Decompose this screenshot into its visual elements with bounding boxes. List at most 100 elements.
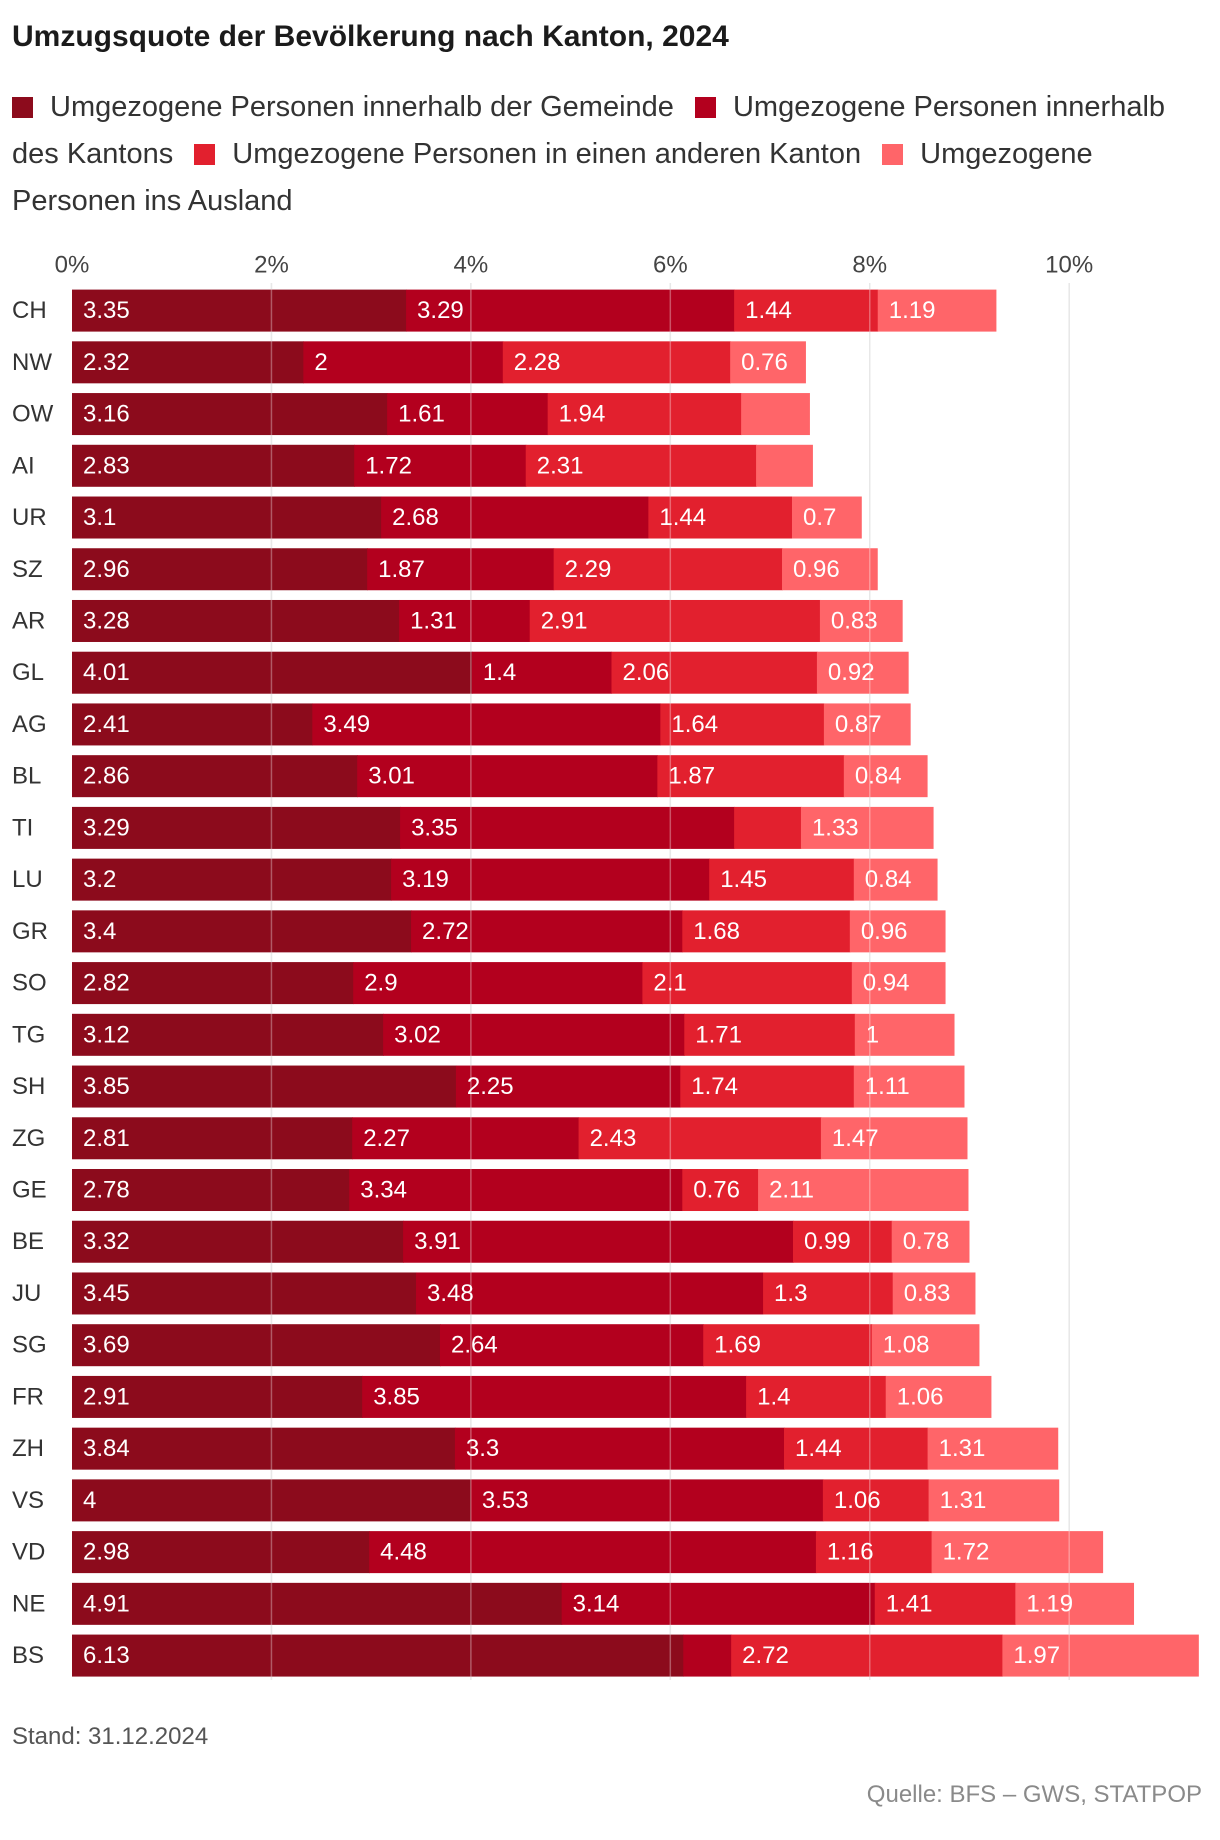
legend-label-kanton: Umgezogene Personen innerhalb des Kanton…: [12, 91, 1166, 170]
row-label-so: SO: [12, 970, 47, 997]
bar-vd-series-3: [815, 1531, 933, 1574]
row-label-be: BE: [12, 1228, 44, 1255]
value-label-ar-series-1: 3.28: [83, 607, 130, 634]
bar-ge-series-4: [758, 1169, 969, 1212]
row-label-fr: FR: [12, 1383, 44, 1410]
bar-sz-series-1: [72, 548, 368, 591]
value-label-sz-series-1: 2.96: [83, 556, 130, 583]
value-label-ow-series-1: 3.16: [83, 401, 130, 428]
row-label-vs: VS: [12, 1487, 44, 1514]
bar-fr-series-4: [885, 1375, 992, 1418]
bar-ti-series-1: [72, 806, 401, 849]
value-label-ur-series-4: 0.7: [803, 504, 836, 531]
bar-ju-series-4: [892, 1272, 976, 1315]
bar-ur-series-4: [791, 496, 862, 539]
bar-ch-series-2: [406, 289, 735, 332]
chart-title: Umzugsquote der Bevölkerung nach Kanton,…: [12, 20, 729, 53]
legend-label-gemeinde: Umgezogene Personen innerhalb der Gemein…: [50, 91, 674, 123]
bar-ow-series-3: [547, 393, 742, 436]
bar-sh-series-4: [853, 1065, 965, 1108]
value-label-lu-series-1: 3.2: [83, 866, 116, 893]
bar-ne-series-1: [72, 1582, 563, 1625]
row-label-ar: AR: [12, 607, 45, 634]
bar-ge-series-2: [349, 1169, 683, 1212]
bar-lu-series-4: [853, 858, 938, 901]
bar-gl-series-4: [816, 651, 909, 694]
value-label-sh-series-4: 1.11: [865, 1073, 910, 1100]
value-label-gr-series-3: 1.68: [693, 918, 740, 945]
bar-ai-series-2: [354, 444, 527, 487]
value-label-so-series-3: 2.1: [653, 970, 686, 997]
value-label-tg-series-2: 3.02: [394, 1021, 441, 1048]
bar-bl-series-4: [843, 755, 928, 798]
data-date-note: Stand: 31.12.2024: [12, 1723, 209, 1750]
legend-label-ausland: Umgezogene Personen ins Ausland: [12, 138, 1093, 217]
row-label-lu: LU: [12, 866, 43, 893]
x-tick-label: 8%: [852, 252, 887, 279]
value-label-ow-series-2: 1.61: [398, 401, 445, 428]
value-label-sg-series-3: 1.69: [714, 1332, 761, 1359]
value-label-zg-series-1: 2.81: [83, 1125, 130, 1152]
x-tick-label: 10%: [1045, 252, 1093, 279]
row-label-vd: VD: [12, 1539, 45, 1566]
value-label-vd-series-2: 4.48: [380, 1539, 427, 1566]
value-label-bs-series-4: 1.97: [1013, 1642, 1060, 1669]
value-label-ch-series-3: 1.44: [745, 297, 792, 324]
value-label-ch-series-4: 1.19: [889, 297, 936, 324]
bar-zg-series-1: [72, 1117, 353, 1160]
legend-item-kanton: Umgezogene Personen innerhalb des Kanton…: [12, 91, 1165, 170]
bar-ai-series-1: [72, 444, 355, 487]
value-label-ju-series-1: 3.45: [83, 1280, 130, 1307]
bar-gr-series-3: [682, 910, 851, 953]
value-label-ow-series-3: 1.94: [559, 401, 606, 428]
value-label-ne-series-3: 1.41: [886, 1590, 933, 1617]
value-label-gl-series-3: 2.06: [622, 659, 669, 686]
value-label-vd-series-3: 1.16: [827, 1539, 874, 1566]
value-label-so-series-2: 2.9: [364, 970, 397, 997]
value-label-ge-series-4: 2.11: [769, 1177, 814, 1204]
bar-ju-series-1: [72, 1272, 417, 1315]
bar-nw-series-2: [303, 341, 504, 384]
bar-ur-series-3: [648, 496, 793, 539]
bar-ag-series-1: [72, 703, 313, 746]
value-label-nw-series-4: 0.76: [741, 349, 788, 376]
value-label-tg-series-3: 1.71: [695, 1021, 742, 1048]
value-label-fr-series-4: 1.06: [897, 1383, 944, 1410]
bar-fr-series-1: [72, 1375, 363, 1418]
value-label-sz-series-4: 0.96: [793, 556, 840, 583]
bar-bl-series-2: [357, 755, 658, 798]
value-label-be-series-3: 0.99: [804, 1228, 851, 1255]
bar-tg-series-4: [854, 1013, 955, 1056]
bar-be-series-4: [891, 1220, 970, 1263]
value-label-vs-series-4: 1.31: [940, 1487, 987, 1514]
bar-ow-series-2: [387, 393, 549, 436]
value-label-vd-series-1: 2.98: [83, 1539, 130, 1566]
legend-swatch-anderer-kanton: [194, 144, 216, 165]
value-label-ge-series-1: 2.78: [83, 1177, 130, 1204]
bar-zh-series-1: [72, 1427, 456, 1470]
bar-gr-series-1: [72, 910, 412, 953]
value-label-so-series-1: 2.82: [83, 970, 130, 997]
value-label-ne-series-1: 4.91: [83, 1590, 130, 1617]
row-label-ne: NE: [12, 1590, 45, 1617]
value-label-vs-series-2: 3.53: [482, 1487, 529, 1514]
value-label-ai-series-3: 2.31: [537, 452, 584, 479]
bar-sh-series-2: [455, 1065, 681, 1108]
value-label-lu-series-2: 3.19: [402, 866, 449, 893]
bar-ow-series-4: [741, 393, 810, 436]
value-label-nw-series-1: 2.32: [83, 349, 130, 376]
row-label-ge: GE: [12, 1177, 47, 1204]
x-tick-label: 6%: [653, 252, 688, 279]
bar-ti-series-2: [400, 806, 735, 849]
value-label-ch-series-2: 3.29: [417, 297, 464, 324]
value-label-gr-series-1: 3.4: [83, 918, 116, 945]
bar-so-series-3: [642, 962, 853, 1005]
value-label-be-series-1: 3.32: [83, 1228, 130, 1255]
bar-be-series-3: [792, 1220, 893, 1263]
bar-zh-series-4: [927, 1427, 1059, 1470]
value-label-ti-series-2: 3.35: [411, 814, 458, 841]
value-label-ur-series-3: 1.44: [659, 504, 706, 531]
value-label-sg-series-1: 3.69: [83, 1332, 130, 1359]
bar-ag-series-3: [660, 703, 825, 746]
